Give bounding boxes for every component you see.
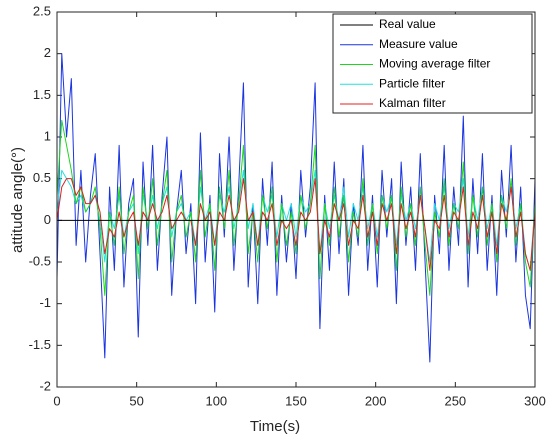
y-tick-label: -2 — [39, 378, 51, 393]
x-tick-label: 250 — [444, 393, 466, 408]
y-tick-label: 2 — [44, 45, 51, 60]
x-tick-label: 300 — [524, 393, 546, 408]
series-line — [56, 178, 536, 271]
legend: Real value Measure value Moving average fi… — [332, 13, 533, 114]
legend-label: Kalman filter — [379, 96, 446, 110]
legend-label: Moving average filter — [379, 57, 490, 71]
y-tick-label: -1 — [39, 295, 51, 310]
x-tick-label: 0 — [53, 393, 60, 408]
y-tick-label: 1 — [44, 128, 51, 143]
x-axis-label: Time(s) — [250, 418, 300, 435]
legend-box — [332, 13, 533, 114]
y-tick-label: -0.5 — [29, 253, 51, 268]
y-tick-label: 0.5 — [33, 170, 51, 185]
y-tick-label: 0 — [44, 212, 51, 227]
x-tick-label: 200 — [365, 393, 387, 408]
plot-frame — [56, 11, 536, 388]
legend-label: Real value — [379, 17, 436, 31]
y-tick-label: -1.5 — [29, 337, 51, 352]
x-tick-label: 100 — [205, 393, 227, 408]
x-tick-label: 150 — [285, 393, 307, 408]
y-axis-label: attitude angle(°) — [9, 147, 26, 253]
y-tick-label: 2.5 — [33, 3, 51, 18]
series-line — [56, 119, 536, 296]
legend-label: Measure value — [379, 37, 458, 51]
legend-label: Particle filter — [379, 76, 445, 90]
y-tick-label: 1.5 — [33, 87, 51, 102]
x-tick-label: 50 — [129, 393, 143, 408]
